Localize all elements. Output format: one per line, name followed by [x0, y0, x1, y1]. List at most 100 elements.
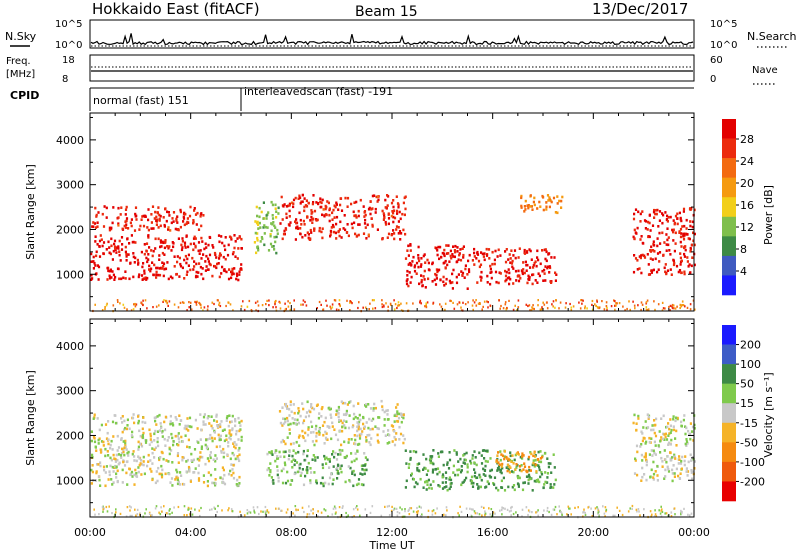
- heatmap-cell: [635, 508, 638, 511]
- heatmap-cell: [390, 233, 393, 237]
- heatmap-cell: [189, 242, 192, 246]
- heatmap-cell: [480, 279, 483, 282]
- heatmap-cell: [340, 470, 343, 474]
- heatmap-cell: [510, 514, 512, 517]
- heatmap-cell: [675, 416, 678, 420]
- heatmap-cell: [313, 209, 317, 213]
- heatmap-cell: [396, 511, 399, 514]
- heatmap-cell: [312, 512, 314, 515]
- heatmap-cell: [424, 305, 426, 308]
- heatmap-cell: [176, 454, 179, 458]
- heatmap-cell: [586, 307, 588, 310]
- heatmap-cell: [685, 426, 688, 430]
- heatmap-cell: [663, 449, 666, 452]
- heatmap-cell: [98, 437, 101, 440]
- heatmap-cell: [320, 303, 322, 306]
- heatmap-cell: [662, 307, 665, 310]
- heatmap-cell: [543, 248, 546, 252]
- heatmap-cell: [521, 457, 524, 460]
- heatmap-cell: [684, 245, 687, 248]
- heatmap-cell: [227, 444, 230, 448]
- heatmap-cell: [119, 453, 123, 457]
- heatmap-cell: [458, 468, 461, 471]
- heatmap-cell: [162, 265, 165, 268]
- heatmap-cell: [217, 504, 219, 508]
- heatmap-cell: [284, 481, 288, 485]
- heatmap-cell: [151, 205, 155, 208]
- heatmap-cell: [192, 242, 196, 245]
- heatmap-cell: [380, 514, 383, 517]
- heatmap-cell: [417, 265, 420, 269]
- heatmap-cell: [648, 221, 651, 225]
- heatmap-cell: [317, 202, 320, 205]
- heatmap-cell: [195, 270, 198, 274]
- heatmap-cell: [351, 472, 354, 475]
- heatmap-cell: [498, 299, 500, 302]
- heatmap-cell: [302, 483, 306, 487]
- heatmap-cell: [542, 208, 545, 212]
- heatmap-cell: [262, 201, 265, 204]
- heatmap-cell: [685, 467, 688, 470]
- heatmap-cell: [393, 232, 396, 235]
- heatmap-cell: [431, 471, 434, 474]
- heatmap-cell: [161, 435, 164, 438]
- heatmap-cell: [651, 454, 654, 457]
- heatmap-cell: [358, 437, 362, 440]
- heatmap-cell: [346, 231, 349, 234]
- heatmap-cell: [257, 227, 260, 230]
- heatmap-cell: [233, 267, 236, 270]
- heatmap-cell: [280, 195, 283, 199]
- heatmap-cell: [143, 269, 146, 273]
- heatmap-cell: [356, 425, 359, 429]
- heatmap-cell: [415, 261, 419, 265]
- heatmap-cell: [328, 476, 332, 480]
- heatmap-cell: [256, 506, 259, 509]
- heatmap-cell: [402, 441, 405, 445]
- heatmap-cell: [336, 467, 339, 470]
- heatmap-cell: [667, 443, 670, 446]
- heatmap-cell: [301, 435, 304, 438]
- heatmap-cell: [409, 450, 412, 453]
- heatmap-cell: [673, 221, 676, 225]
- heatmap-cell: [651, 424, 654, 427]
- heatmap-cell: [199, 213, 202, 216]
- heatmap-cell: [452, 268, 455, 272]
- heatmap-cell: [200, 272, 203, 276]
- heatmap-cell: [209, 456, 212, 460]
- heatmap-cell: [364, 218, 367, 222]
- heatmap-cell: [294, 459, 297, 462]
- heatmap-cell: [164, 444, 167, 447]
- heatmap-cell: [181, 246, 184, 249]
- heatmap-cell: [136, 508, 139, 511]
- heatmap-cell: [270, 450, 273, 453]
- heatmap-cell: [126, 237, 129, 240]
- heatmap-cell: [256, 236, 259, 240]
- heatmap-cell: [236, 478, 239, 482]
- heatmap-cell: [489, 304, 492, 307]
- heatmap-cell: [410, 474, 413, 477]
- heatmap-cell: [161, 451, 164, 455]
- heatmap-cell: [335, 203, 338, 206]
- heatmap-cell: [103, 205, 106, 208]
- heatmap-cell: [633, 212, 636, 216]
- heatmap-cell: [672, 428, 676, 432]
- heatmap-cell: [423, 269, 426, 273]
- heatmap-cell: [685, 440, 689, 443]
- heatmap-cell: [158, 219, 161, 222]
- heatmap-cell: [290, 479, 293, 482]
- heatmap-cell: [500, 471, 503, 475]
- heatmap-cell: [188, 425, 191, 428]
- heatmap-cell: [240, 439, 243, 442]
- heatmap-cell: [164, 428, 167, 432]
- heatmap-cell: [666, 465, 669, 469]
- heatmap-cell: [364, 508, 367, 511]
- heatmap-cell: [429, 457, 432, 461]
- heatmap-cell: [688, 263, 691, 266]
- heatmap-cell: [172, 220, 175, 223]
- heatmap-cell: [457, 273, 460, 276]
- heatmap-cell: [393, 435, 396, 439]
- heatmap-cell: [495, 280, 498, 284]
- heatmap-cell: [134, 206, 138, 209]
- heatmap-cell: [315, 435, 318, 438]
- heatmap-cell: [460, 270, 463, 273]
